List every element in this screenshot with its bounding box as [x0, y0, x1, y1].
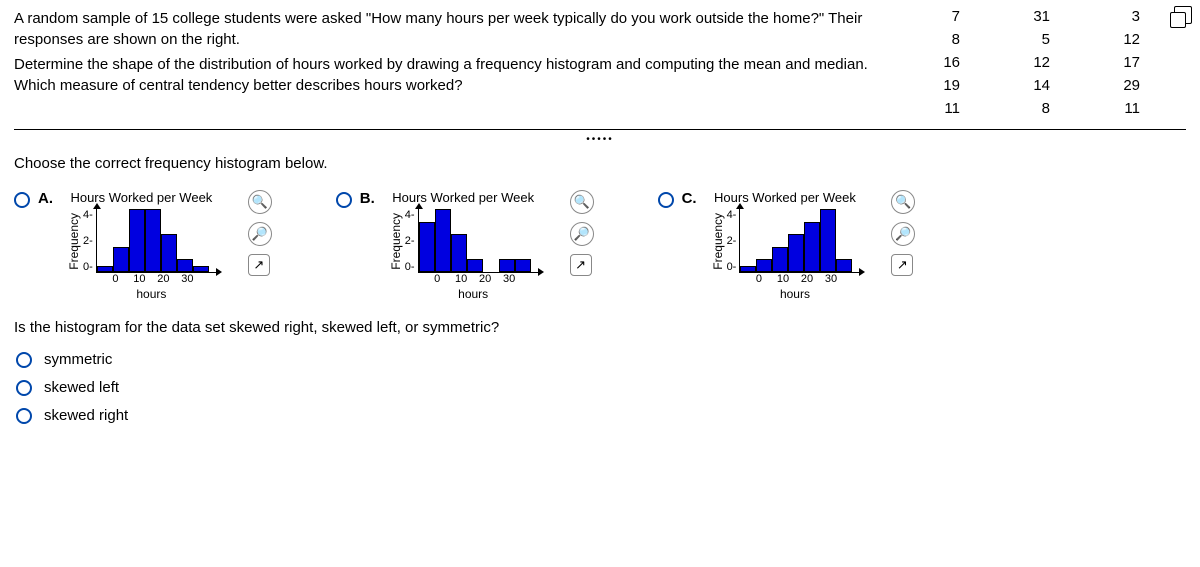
chart-toolbar: 🔍 🔎 ↗ — [570, 190, 594, 276]
data-cell: 8 — [996, 100, 1066, 117]
bar — [467, 259, 483, 272]
data-cell: 19 — [906, 77, 976, 94]
divider — [14, 129, 1186, 130]
shape-radio[interactable] — [16, 380, 32, 396]
y-ticks: 4-2-0- — [727, 209, 737, 273]
bar — [435, 209, 451, 272]
plot-area — [739, 209, 859, 273]
sub-question-1: Choose the correct frequency histogram b… — [14, 155, 1186, 172]
histogram-option: A. Hours Worked per Week Frequency4-2-0- 01… — [14, 190, 216, 301]
x-axis-label: hours — [780, 287, 810, 301]
shape-radio[interactable] — [16, 408, 32, 424]
x-ticks: 0102030 — [103, 273, 203, 285]
zoom-out-icon[interactable]: 🔎 — [248, 222, 272, 246]
chart-toolbar: 🔍 🔎 ↗ — [891, 190, 915, 276]
chart-title: Hours Worked per Week — [392, 190, 534, 205]
question-line-1: A random sample of 15 college students w… — [14, 8, 886, 50]
shape-label: skewed right — [44, 407, 128, 424]
y-axis-label: Frequency — [67, 213, 81, 270]
x-ticks: 0102030 — [425, 273, 525, 285]
data-cell: 16 — [906, 54, 976, 71]
data-cell: 5 — [996, 31, 1066, 48]
data-table: 7 31 3 8 5 12 16 12 17 19 14 29 11 8 11 — [906, 8, 1186, 117]
bar — [756, 259, 772, 272]
plot-area — [96, 209, 216, 273]
bar — [193, 266, 209, 272]
data-cell: 29 — [1086, 77, 1156, 94]
shape-options-list: symmetric skewed left skewed right — [16, 350, 1186, 424]
bar — [113, 247, 129, 272]
y-axis-label: Frequency — [711, 213, 725, 270]
bar — [836, 259, 852, 272]
question-line-2: Determine the shape of the distribution … — [14, 54, 886, 96]
data-cell: 17 — [1086, 54, 1156, 71]
option-letter: C. — [682, 190, 697, 207]
histogram-chart: Hours Worked per Week Frequency4-2-0- 0102… — [711, 190, 860, 301]
bar — [820, 209, 836, 272]
bar — [97, 266, 113, 272]
data-cell: 12 — [1086, 31, 1156, 48]
bar — [145, 209, 161, 272]
data-cell: 7 — [906, 8, 976, 25]
zoom-out-icon[interactable]: 🔎 — [570, 222, 594, 246]
data-cell: 12 — [996, 54, 1066, 71]
bar — [419, 222, 435, 272]
data-cell: 8 — [906, 31, 976, 48]
chart-toolbar: 🔍 🔎 ↗ — [248, 190, 272, 276]
shape-label: symmetric — [44, 351, 112, 368]
bar — [129, 209, 145, 272]
option-radio[interactable] — [14, 192, 30, 208]
question-text: A random sample of 15 college students w… — [14, 8, 906, 117]
bar — [177, 259, 193, 272]
data-cell: 11 — [906, 100, 976, 117]
bar — [451, 234, 467, 272]
zoom-in-icon[interactable]: 🔍 — [248, 190, 272, 214]
option-letter: B. — [360, 190, 375, 207]
popout-icon[interactable]: ↗ — [891, 254, 913, 276]
bar — [772, 247, 788, 272]
x-axis-label: hours — [136, 287, 166, 301]
sub-question-2: Is the histogram for the data set skewed… — [14, 319, 1186, 336]
popout-icon[interactable]: ↗ — [248, 254, 270, 276]
shape-label: skewed left — [44, 379, 119, 396]
shape-option: skewed right — [16, 406, 1186, 424]
data-cell: 14 — [996, 77, 1066, 94]
option-radio[interactable] — [336, 192, 352, 208]
histogram-option: B. Hours Worked per Week Frequency4-2-0- 01… — [336, 190, 538, 301]
y-axis-label: Frequency — [389, 213, 403, 270]
data-cell: 3 — [1086, 8, 1156, 25]
zoom-in-icon[interactable]: 🔍 — [891, 190, 915, 214]
shape-option: skewed left — [16, 378, 1186, 396]
data-cell: 31 — [996, 8, 1066, 25]
bar — [804, 222, 820, 272]
bar — [515, 259, 531, 272]
plot-area — [418, 209, 538, 273]
zoom-out-icon[interactable]: 🔎 — [891, 222, 915, 246]
zoom-in-icon[interactable]: 🔍 — [570, 190, 594, 214]
histogram-chart: Hours Worked per Week Frequency4-2-0- 0102… — [67, 190, 216, 301]
chart-title: Hours Worked per Week — [714, 190, 856, 205]
option-letter: A. — [38, 190, 53, 207]
x-axis-label: hours — [458, 287, 488, 301]
data-cell: 11 — [1086, 100, 1156, 117]
chart-title: Hours Worked per Week — [70, 190, 212, 205]
bar — [788, 234, 804, 272]
bar — [161, 234, 177, 272]
option-radio[interactable] — [658, 192, 674, 208]
shape-option: symmetric — [16, 350, 1186, 368]
section-dots: ••••• — [14, 134, 1186, 145]
histogram-chart: Hours Worked per Week Frequency4-2-0- 0102… — [389, 190, 538, 301]
bar — [740, 266, 756, 272]
x-ticks: 0102030 — [747, 273, 847, 285]
histogram-option: C. Hours Worked per Week Frequency4-2-0- 01… — [658, 190, 860, 301]
y-ticks: 4-2-0- — [405, 209, 415, 273]
shape-radio[interactable] — [16, 352, 32, 368]
y-ticks: 4-2-0- — [83, 209, 93, 273]
copy-icon[interactable] — [1174, 6, 1192, 24]
popout-icon[interactable]: ↗ — [570, 254, 592, 276]
bar — [499, 259, 515, 272]
